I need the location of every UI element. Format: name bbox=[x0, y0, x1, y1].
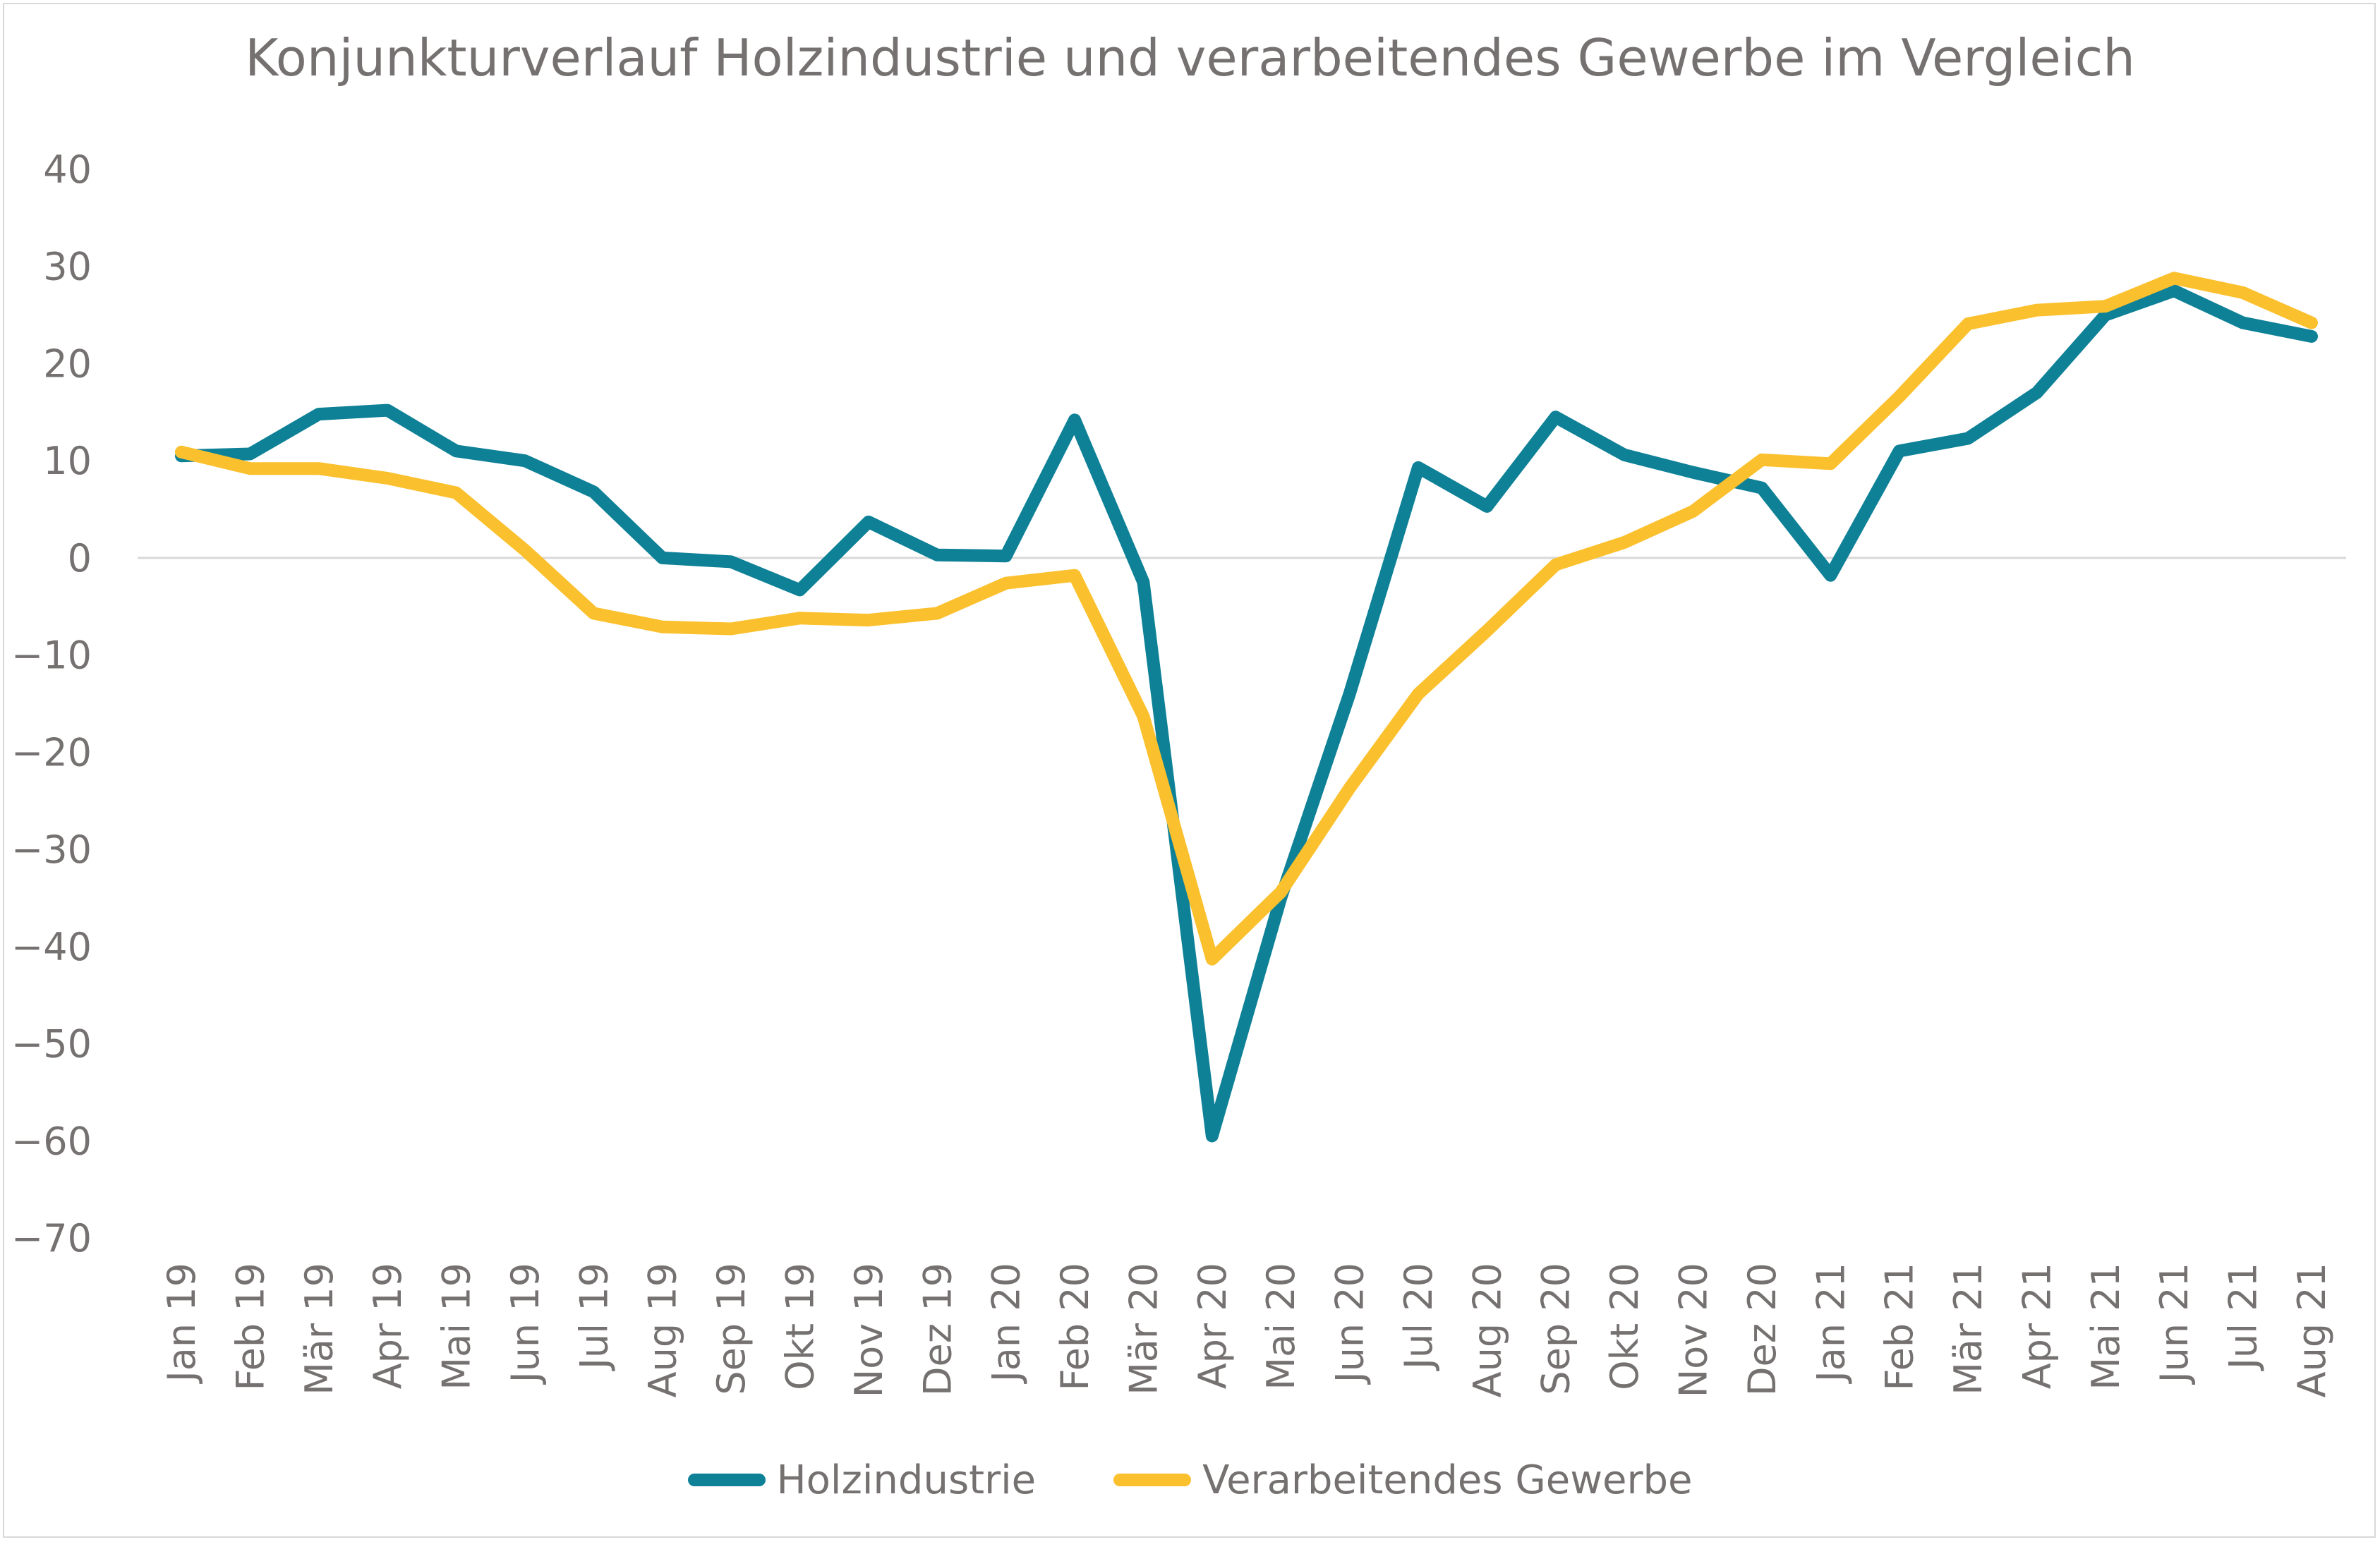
legend: Holzindustrie Verarbeitendes Gewerbe bbox=[0, 1452, 2380, 1508]
y-axis: 40 30 20 10 0 −10 −20 −30 −40 −50 −60 −70 bbox=[11, 147, 2346, 1261]
x-tick-label: Dez 20 bbox=[1740, 1263, 1784, 1396]
chart-frame bbox=[3, 3, 2376, 1538]
x-tick-label: Aug 20 bbox=[1465, 1263, 1509, 1397]
x-tick-label: Mai 19 bbox=[435, 1263, 479, 1390]
y-tick-label: 0 bbox=[68, 536, 92, 581]
legend-label-verarbeitendes-gewerbe: Verarbeitendes Gewerbe bbox=[1202, 1457, 1693, 1503]
x-tick-label: Jan 21 bbox=[1808, 1263, 1853, 1384]
x-tick-label: Mai 20 bbox=[1259, 1263, 1303, 1390]
y-tick-label: −20 bbox=[11, 730, 92, 775]
x-tick-label: Nov 20 bbox=[1672, 1263, 1716, 1397]
x-tick-label: Aug 19 bbox=[641, 1263, 685, 1397]
x-tick-label: Apr 20 bbox=[1190, 1263, 1235, 1389]
chart-title: Konjunkturverlauf Holzindustrie und vera… bbox=[245, 28, 2135, 87]
y-tick-label: −60 bbox=[11, 1119, 92, 1163]
x-tick-label: Jun 20 bbox=[1328, 1263, 1372, 1385]
legend-item-verarbeitendes-gewerbe[interactable]: Verarbeitendes Gewerbe bbox=[1113, 1457, 1692, 1503]
x-tick-label: Mär 19 bbox=[297, 1263, 342, 1395]
y-tick-label: −40 bbox=[11, 925, 92, 969]
x-tick-label: Jun 19 bbox=[503, 1263, 548, 1385]
x-tick-label: Jul 21 bbox=[2221, 1263, 2266, 1371]
x-axis: Jan 19 Feb 19 Mär 19 Apr 19 Mai 19 Jun 19 Jul … bbox=[159, 1263, 2334, 1397]
legend-label-holzindustrie: Holzindustrie bbox=[776, 1457, 1037, 1503]
y-tick-label: 20 bbox=[43, 341, 92, 386]
y-tick-label: −50 bbox=[11, 1022, 92, 1067]
x-tick-label: Feb 20 bbox=[1053, 1263, 1097, 1391]
legend-swatch-verarbeitendes-gewerbe bbox=[1113, 1474, 1192, 1486]
x-tick-label: Okt 19 bbox=[778, 1263, 822, 1390]
x-tick-label: Mär 20 bbox=[1121, 1263, 1166, 1395]
y-tick-label: −70 bbox=[11, 1216, 92, 1261]
series-line-holzindustrie[interactable] bbox=[175, 284, 2318, 1143]
x-tick-label: Dez 19 bbox=[915, 1263, 960, 1396]
x-tick-label: Sep 20 bbox=[1534, 1263, 1578, 1395]
y-tick-label: 30 bbox=[43, 245, 92, 289]
x-tick-label: Aug 21 bbox=[2290, 1263, 2334, 1397]
x-tick-label: Okt 20 bbox=[1602, 1263, 1647, 1390]
x-tick-label: Apr 19 bbox=[366, 1263, 410, 1389]
x-tick-label: Jul 19 bbox=[572, 1263, 616, 1371]
x-tick-label: Feb 19 bbox=[228, 1263, 272, 1391]
x-tick-label: Jun 21 bbox=[2152, 1263, 2197, 1385]
legend-item-holzindustrie[interactable]: Holzindustrie bbox=[687, 1457, 1037, 1503]
x-tick-label: Feb 21 bbox=[1878, 1263, 1922, 1391]
y-tick-label: −30 bbox=[11, 827, 92, 872]
series-line-verarbeitendes-gewerbe[interactable] bbox=[175, 272, 2318, 966]
y-tick-label: −10 bbox=[11, 633, 92, 678]
x-tick-label: Mär 21 bbox=[1946, 1263, 1991, 1395]
y-tick-label: 10 bbox=[43, 439, 92, 483]
legend-swatch-holzindustrie bbox=[687, 1474, 766, 1486]
x-tick-label: Jul 20 bbox=[1396, 1263, 1441, 1371]
x-tick-label: Sep 19 bbox=[709, 1263, 754, 1395]
x-tick-label: Jan 19 bbox=[159, 1263, 204, 1384]
x-tick-label: Jan 20 bbox=[984, 1263, 1029, 1384]
y-tick-label: 40 bbox=[43, 147, 92, 192]
series-lines bbox=[175, 272, 2318, 1143]
x-tick-label: Mai 21 bbox=[2084, 1263, 2128, 1390]
x-tick-label: Apr 21 bbox=[2014, 1263, 2059, 1389]
x-tick-label: Nov 19 bbox=[847, 1263, 891, 1397]
